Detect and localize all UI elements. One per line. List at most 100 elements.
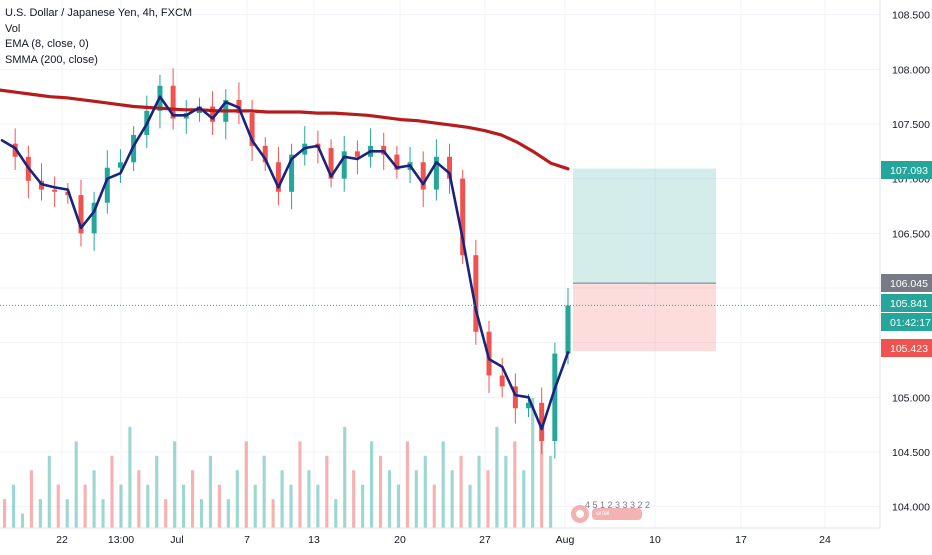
position-tool[interactable] — [573, 168, 716, 352]
candle-body — [565, 305, 571, 354]
volume-bar — [280, 470, 284, 528]
volume-bar — [11, 484, 16, 528]
price-axis[interactable]: 108.500108.000107.500107.000106.500106.0… — [892, 10, 930, 514]
volume-bar — [83, 484, 87, 528]
symbol-title[interactable]: U.S. Dollar / Japanese Yen, 4h, FXCM — [5, 7, 193, 19]
overlay-layer: 4 5 1 2 3 3 3 2 2 ᵒʳᶠᵉˡᶦ — [571, 500, 650, 523]
price-tick-label: 106.500 — [892, 228, 930, 240]
time-tick-label: 17 — [735, 534, 747, 546]
volume-bar — [477, 455, 481, 528]
volume-bar — [414, 470, 418, 528]
price-badge-label: 105.841 — [890, 298, 928, 310]
candle-body — [52, 189, 58, 192]
volume-bar — [262, 455, 266, 528]
volume-layer — [3, 398, 553, 528]
volume-bar — [396, 484, 401, 528]
indicator-lines — [0, 88, 880, 431]
volume-bar — [208, 455, 213, 528]
candle-body — [170, 85, 176, 119]
volume-bar — [65, 499, 69, 528]
volume-bar — [432, 484, 436, 528]
candle-body — [473, 255, 479, 332]
volume-bar — [128, 426, 132, 528]
price-tick-label: 105.000 — [892, 392, 930, 404]
candle-layer — [12, 68, 571, 459]
volume-bar — [486, 470, 490, 528]
candle-body — [394, 154, 400, 170]
price-badges: 107.093 106.045 105.841 01:42:17 105.423 — [881, 161, 932, 357]
candle-body — [447, 156, 453, 179]
ema-line — [0, 95, 570, 431]
price-badge-label: 106.045 — [890, 278, 928, 290]
time-axis[interactable]: 22 13:00 Jul 7 13 20 27 Aug 10 17 24 — [56, 534, 831, 546]
volume-bar — [29, 470, 33, 528]
candle-body — [552, 353, 558, 442]
candle-body — [210, 106, 216, 122]
chart-legend: U.S. Dollar / Japanese Yen, 4h, FXCM Vol… — [5, 6, 192, 68]
watermark-logo: ᵒʳᶠᵉˡᶦ — [571, 505, 642, 523]
time-tick-label: 22 — [56, 534, 68, 546]
volume-bar — [343, 426, 347, 528]
volume-bar — [361, 484, 365, 528]
ema-legend[interactable]: EMA (8, close, 0) — [5, 38, 89, 50]
svg-text:ᵒʳᶠᵉˡᶦ: ᵒʳᶠᵉˡᶦ — [596, 509, 610, 519]
volume-bar — [244, 441, 248, 528]
price-tick-label: 104.000 — [892, 502, 930, 514]
volume-bar — [235, 470, 239, 528]
volume-bar — [352, 470, 356, 528]
volume-bar — [531, 398, 535, 528]
volume-bar — [253, 484, 257, 528]
price-badge — [881, 339, 932, 357]
candle-body — [512, 386, 518, 409]
volume-bar — [182, 484, 186, 528]
volume-bar — [271, 499, 275, 528]
candle-body — [117, 162, 123, 168]
loss-zone — [573, 283, 716, 352]
volume-bar — [164, 499, 168, 528]
volume-bar — [173, 441, 177, 528]
volume-bar — [468, 484, 472, 528]
time-tick-label: 27 — [479, 534, 491, 546]
candle-body — [262, 145, 268, 163]
price-tick-label: 104.500 — [892, 447, 930, 459]
smma-line — [0, 88, 570, 171]
volume-bar — [190, 470, 195, 528]
volume-bar — [387, 470, 392, 528]
volume-bar — [495, 426, 499, 528]
price-badge-label: 01:42:17 — [890, 317, 931, 329]
candle-body — [526, 402, 532, 409]
volume-legend[interactable]: Vol — [5, 22, 21, 35]
price-badge — [881, 274, 932, 292]
time-tick-label: 7 — [244, 534, 250, 546]
volume-bar — [423, 455, 427, 528]
time-tick-label: 24 — [819, 534, 831, 546]
candle-body — [249, 113, 255, 146]
volume-bar — [522, 470, 526, 528]
candle-body — [328, 148, 334, 179]
volume-bar — [370, 441, 374, 528]
volume-bar — [450, 470, 454, 528]
volume-bar — [38, 499, 42, 528]
volume-bar — [504, 455, 508, 528]
volume-bar — [217, 484, 221, 528]
candle-body — [460, 178, 466, 256]
price-badge — [881, 294, 932, 312]
price-tick-label: 108.000 — [892, 64, 930, 76]
volume-bar — [405, 441, 409, 528]
candle-body — [486, 331, 492, 376]
volume-bar — [459, 455, 463, 528]
time-tick-label: Aug — [556, 534, 575, 546]
time-tick-label: 13 — [308, 534, 320, 546]
volume-bar — [289, 484, 293, 528]
candle-body — [499, 375, 505, 387]
time-tick-label: 13:00 — [108, 534, 134, 546]
price-badge — [881, 161, 932, 179]
volume-bar — [199, 499, 204, 528]
volume-bar — [101, 499, 105, 528]
volume-bar — [146, 484, 150, 528]
volume-bar — [20, 513, 25, 528]
smma-legend[interactable]: SMMA (200, close) — [5, 53, 98, 66]
volume-bar — [540, 441, 544, 528]
